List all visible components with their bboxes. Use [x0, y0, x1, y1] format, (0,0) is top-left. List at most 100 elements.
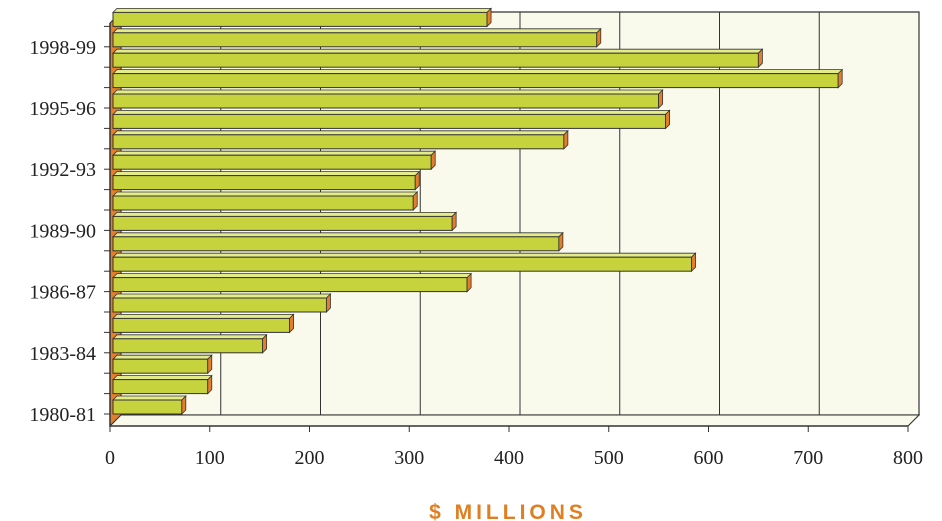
bar [112, 170, 421, 191]
bar [112, 191, 419, 211]
bar-top-face [112, 48, 764, 54]
bar-front-face [112, 236, 560, 252]
bar-front-face [112, 379, 209, 395]
bar-end-cap [326, 293, 331, 313]
bar-end-cap [414, 170, 420, 191]
bar [112, 89, 664, 109]
bar-front-face [112, 358, 209, 374]
bar [112, 109, 671, 130]
y-tick-label: 1989-90 [29, 220, 96, 242]
bars [112, 7, 844, 415]
x-tick-label: 100 [195, 447, 225, 469]
y-tick-labels: 1980-81 1983-84 1986-87 1989-90 1992-93 1995-… [29, 37, 96, 426]
bar-top-face [112, 273, 473, 279]
bar [112, 7, 493, 28]
bar-front-face [112, 154, 432, 170]
bar [112, 150, 437, 171]
bar-end-cap [262, 333, 268, 354]
bar [112, 395, 187, 415]
x-tick-label: 0 [105, 447, 115, 469]
y-tick-label: 1983-84 [29, 343, 96, 365]
bar-top-face [112, 334, 268, 340]
y-tick-label: 1995-96 [29, 98, 96, 120]
x-tick-labels: 0 100 200 300 400 500 600 700 800 [105, 447, 923, 469]
bar-front-face [112, 317, 291, 333]
bar [112, 129, 569, 150]
bar [112, 231, 564, 252]
bar-top-face [112, 171, 421, 177]
bar-top-face [112, 150, 437, 156]
bar [112, 354, 213, 375]
bar-front-face [112, 277, 468, 293]
bar-top-face [112, 293, 332, 299]
bar-top-face [112, 7, 493, 13]
bar [112, 313, 295, 334]
bar-front-face [112, 399, 183, 415]
bar-top-face [112, 313, 295, 319]
bar-front-face [112, 73, 839, 89]
bar-top-face [112, 130, 569, 136]
bar-end-cap [451, 211, 457, 232]
bar-front-face [112, 113, 667, 129]
bar [112, 68, 844, 89]
x-tick-label: 600 [694, 447, 724, 469]
bar [112, 27, 602, 48]
bar-end-cap [207, 374, 213, 395]
y-tick-label: 1992-93 [29, 159, 96, 181]
x-tick-label: 800 [893, 447, 923, 469]
bar [112, 374, 213, 395]
bar-front-face [112, 338, 264, 354]
axes [104, 23, 909, 432]
bar [112, 293, 332, 313]
bar-end-cap [665, 109, 671, 130]
bar [112, 211, 458, 232]
bar-end-cap [430, 150, 436, 171]
bar-top-face [112, 191, 419, 197]
bar-end-cap [563, 129, 569, 150]
bar-top-face [112, 232, 564, 238]
bar-front-face [112, 134, 565, 150]
bar-end-cap [181, 395, 187, 415]
bar-front-face [112, 256, 693, 272]
bar-front-face [112, 11, 488, 27]
bar-end-cap [837, 68, 843, 89]
bar-top-face [112, 252, 697, 258]
bar-end-cap [289, 313, 294, 334]
bar-front-face [112, 93, 660, 109]
bar [112, 252, 697, 273]
bar-top-face [112, 395, 187, 401]
x-tick-label: 200 [295, 447, 325, 469]
bar-top-face [112, 211, 458, 217]
bar-end-cap [691, 252, 696, 273]
floor-plane [108, 414, 921, 427]
bar [112, 333, 268, 354]
bar-end-cap [486, 7, 492, 28]
x-tick-label: 400 [494, 447, 524, 469]
bar [112, 48, 764, 69]
bar-top-face [112, 89, 664, 95]
bar-end-cap [466, 272, 472, 293]
bar-front-face [112, 297, 327, 313]
bar-front-face [112, 175, 416, 191]
y-tick-label: 1980-81 [29, 404, 96, 426]
bar-end-cap [558, 231, 564, 252]
y-tick-label: 1998-99 [29, 37, 96, 59]
bar-end-cap [658, 89, 664, 109]
bar-front-face [112, 52, 759, 68]
bar-top-face [112, 28, 602, 34]
x-axis-label: $ MILLIONS [429, 501, 587, 521]
bar-end-cap [596, 27, 602, 48]
x-tick-label: 500 [594, 447, 624, 469]
x-tick-label: 300 [394, 447, 424, 469]
bar-top-face [112, 354, 213, 360]
x-tick-label: 700 [793, 447, 823, 469]
bar-top-face [112, 110, 671, 115]
bar-top-face [112, 375, 213, 381]
bar-front-face [112, 32, 598, 48]
bar [112, 272, 473, 293]
y-tick-label: 1986-87 [29, 282, 96, 304]
bar-top-face [112, 69, 844, 74]
bar-end-cap [207, 354, 213, 375]
bar-end-cap [757, 48, 763, 69]
